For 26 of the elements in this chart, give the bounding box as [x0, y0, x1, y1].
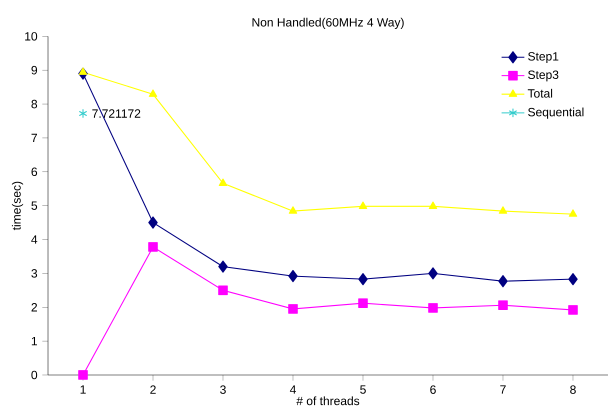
- y-tick-label: 5: [31, 201, 38, 210]
- y-tick-label: 9: [31, 66, 38, 74]
- y-tick-label: 10: [25, 32, 38, 41]
- y-tick-label: 1: [32, 336, 38, 346]
- y-tick-label: 3: [31, 269, 38, 278]
- x-axis-title: # of threads: [296, 396, 360, 406]
- x-tick-label: 3: [220, 385, 226, 394]
- x-tick-label: 4: [290, 385, 296, 394]
- y-tick-label: 0: [31, 370, 38, 380]
- x-tick-label: 5: [360, 385, 366, 394]
- x-tick-label: 2: [150, 385, 156, 394]
- legend-label: Step3: [528, 70, 558, 82]
- y-axis-title: time(sec): [12, 182, 24, 230]
- y-tick-label: 8: [31, 100, 38, 108]
- legend-label: Sequential: [528, 108, 584, 119]
- y-tick-label: 2: [32, 303, 37, 312]
- x-tick-label: 6: [430, 385, 436, 394]
- x-tick-label: 1: [80, 385, 86, 394]
- legend-label: Step1: [528, 52, 558, 63]
- y-tick-label: 4: [31, 235, 38, 244]
- legend-label: Total: [528, 88, 552, 98]
- chart-title: Non Handled(60MHz 4 Way): [252, 18, 404, 29]
- y-tick-label: 7: [32, 134, 37, 142]
- y-tick-label: 6: [32, 168, 38, 176]
- x-tick-label: 7: [500, 385, 506, 394]
- x-tick-label: 8: [570, 385, 576, 394]
